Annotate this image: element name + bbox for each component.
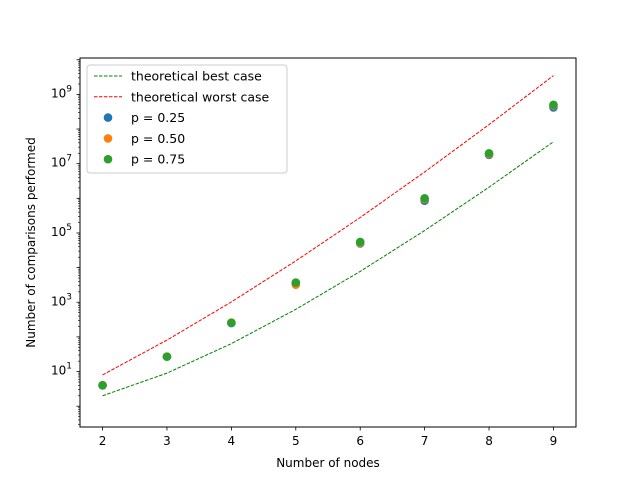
point-series-3 (162, 352, 172, 361)
legend-label: p = 0.75 (131, 152, 185, 167)
x-axis-label: Number of nodes (276, 456, 380, 470)
x-tick-label: 8 (485, 434, 493, 448)
point-series-3 (355, 237, 365, 247)
y-tick-label: 109 (51, 84, 72, 100)
plot-frame (79, 57, 577, 428)
legend: theoretical best case theoretical worst c… (86, 64, 288, 174)
y-tick-label: 103 (51, 292, 72, 308)
point-series-3 (549, 100, 558, 110)
x-tick-label: 2 (99, 434, 107, 448)
legend-label: p = 0.25 (131, 110, 185, 125)
x-tick-label: 3 (163, 434, 171, 448)
line-theoretical-worst-case (102, 75, 554, 376)
y-tick-label: 105 (51, 223, 72, 239)
x-tick-label: 5 (292, 434, 300, 448)
legend-marker (103, 134, 113, 143)
legend-marker (103, 154, 113, 164)
legend-marker (103, 113, 113, 122)
y-axis-label: Number of comparisons performed (24, 137, 38, 347)
y-tick-label: 101 (51, 362, 72, 378)
x-tick-label: 7 (421, 434, 429, 448)
legend-label: theoretical best case (131, 69, 262, 84)
plot-layer (98, 75, 558, 397)
line-theoretical-best-case (102, 141, 554, 397)
legend-label: p = 0.50 (131, 131, 185, 146)
x-tick-label: 4 (228, 434, 236, 448)
point-series-3 (98, 381, 107, 390)
y-axis: 101 103 105 107 109 (51, 59, 80, 425)
point-series-3 (291, 278, 301, 287)
legend-box (86, 64, 288, 174)
y-tick-label: 107 (51, 154, 72, 170)
x-tick-label: 9 (550, 434, 558, 448)
point-series-3 (484, 148, 494, 158)
point-series-3 (227, 318, 236, 328)
point-series-3 (420, 194, 429, 203)
x-axis: 2 3 4 5 6 7 8 9 (99, 427, 558, 448)
x-tick-label: 6 (356, 434, 364, 448)
legend-label: theoretical worst case (131, 89, 270, 104)
